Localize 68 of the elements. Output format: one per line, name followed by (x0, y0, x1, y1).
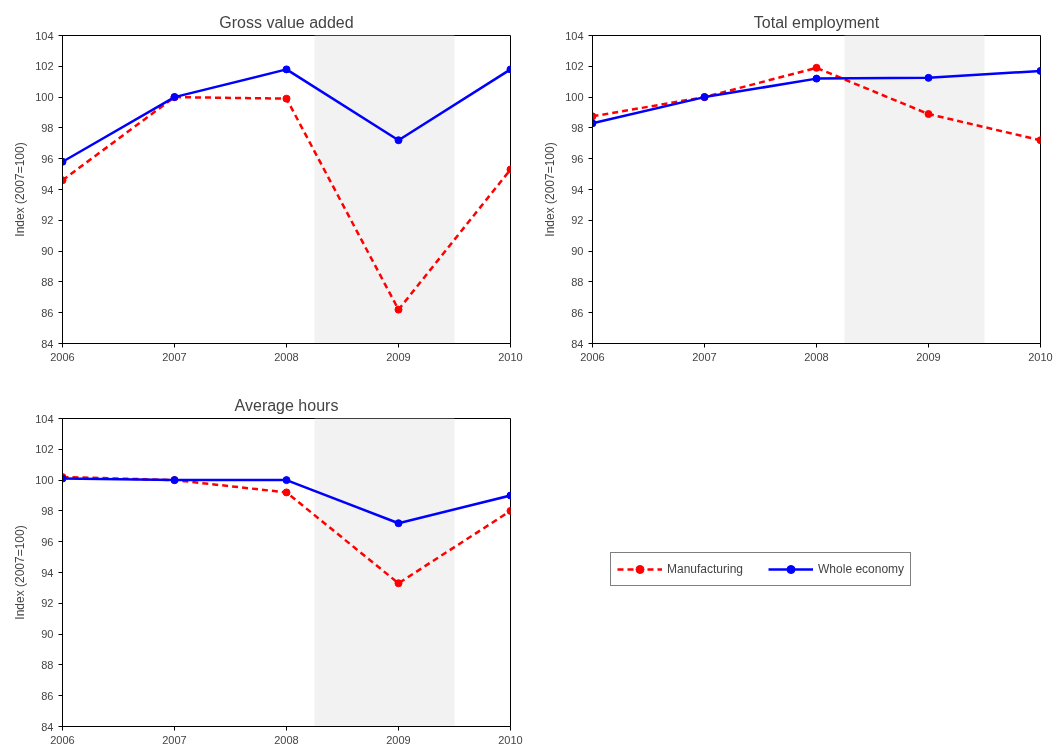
y-tick-label: 96 (41, 152, 54, 165)
y-tick-label: 86 (41, 306, 54, 319)
x-tick-label: 2006 (50, 733, 75, 746)
y-tick-label: 84 (571, 337, 584, 350)
y-tick-label: 94 (41, 183, 54, 196)
y-tick-label: 98 (41, 121, 54, 134)
chart-title: Average hours (234, 396, 339, 414)
point (924, 73, 933, 82)
y-tick-label: 102 (35, 443, 54, 456)
x-tick-label: 2009 (386, 350, 411, 363)
y-tick-label: 102 (565, 60, 584, 73)
x-tick-label: 2006 (580, 350, 605, 363)
y-axis-title: Index (2007=100) (543, 142, 558, 237)
x-tick-label: 2007 (162, 733, 187, 746)
point (282, 65, 291, 74)
y-tick-label: 104 (35, 412, 54, 425)
y-tick-label: 98 (41, 504, 54, 517)
x-tick-label: 2008 (804, 350, 829, 363)
y-tick-label: 94 (571, 183, 584, 196)
x-tick-label: 2008 (274, 350, 299, 363)
y-tick-label: 88 (41, 275, 54, 288)
y-axis-title: Index (2007=100) (13, 525, 28, 620)
y-tick-label: 92 (571, 214, 584, 227)
point (812, 63, 821, 72)
y-tick-label: 96 (41, 535, 54, 548)
point (394, 579, 403, 588)
y-tick-label: 96 (571, 152, 584, 165)
y-tick-label: 104 (35, 29, 54, 42)
y-tick-label: 102 (35, 60, 54, 73)
legend-label: Manufacturing (667, 562, 744, 576)
y-tick-label: 104 (565, 29, 584, 42)
x-tick-label: 2007 (692, 350, 717, 363)
y-tick-label: 84 (41, 720, 54, 733)
y-tick-label: 88 (41, 658, 54, 671)
y-tick-label: 98 (571, 121, 584, 134)
y-tick-label: 100 (35, 474, 54, 487)
y-tick-label: 100 (565, 91, 584, 104)
chart-title: Total employment (753, 13, 880, 31)
y-tick-label: 88 (571, 275, 584, 288)
point (282, 94, 291, 103)
legend-label: Whole economy (818, 562, 905, 576)
point (282, 476, 291, 485)
x-tick-label: 2010 (498, 733, 523, 746)
x-tick-label: 2009 (916, 350, 941, 363)
point (394, 136, 403, 145)
y-tick-label: 92 (41, 597, 54, 610)
y-tick-label: 92 (41, 214, 54, 227)
x-tick-label: 2006 (50, 350, 75, 363)
y-tick-label: 94 (41, 566, 54, 579)
y-tick-label: 90 (41, 628, 54, 641)
x-tick-label: 2007 (162, 350, 187, 363)
y-tick-label: 84 (41, 337, 54, 350)
y-tick-label: 90 (571, 245, 584, 258)
x-tick-label: 2009 (386, 733, 411, 746)
point (394, 519, 403, 528)
y-tick-label: 90 (41, 245, 54, 258)
x-tick-label: 2010 (498, 350, 523, 363)
x-tick-label: 2010 (1028, 350, 1053, 363)
point (282, 488, 291, 497)
point (812, 74, 821, 83)
x-tick-label: 2008 (274, 733, 299, 746)
y-tick-label: 100 (35, 91, 54, 104)
point (394, 305, 403, 314)
y-tick-label: 86 (41, 689, 54, 702)
y-axis-title: Index (2007=100) (13, 142, 28, 237)
y-tick-label: 86 (571, 306, 584, 319)
point (924, 110, 933, 119)
chart-title: Gross value added (219, 13, 354, 31)
